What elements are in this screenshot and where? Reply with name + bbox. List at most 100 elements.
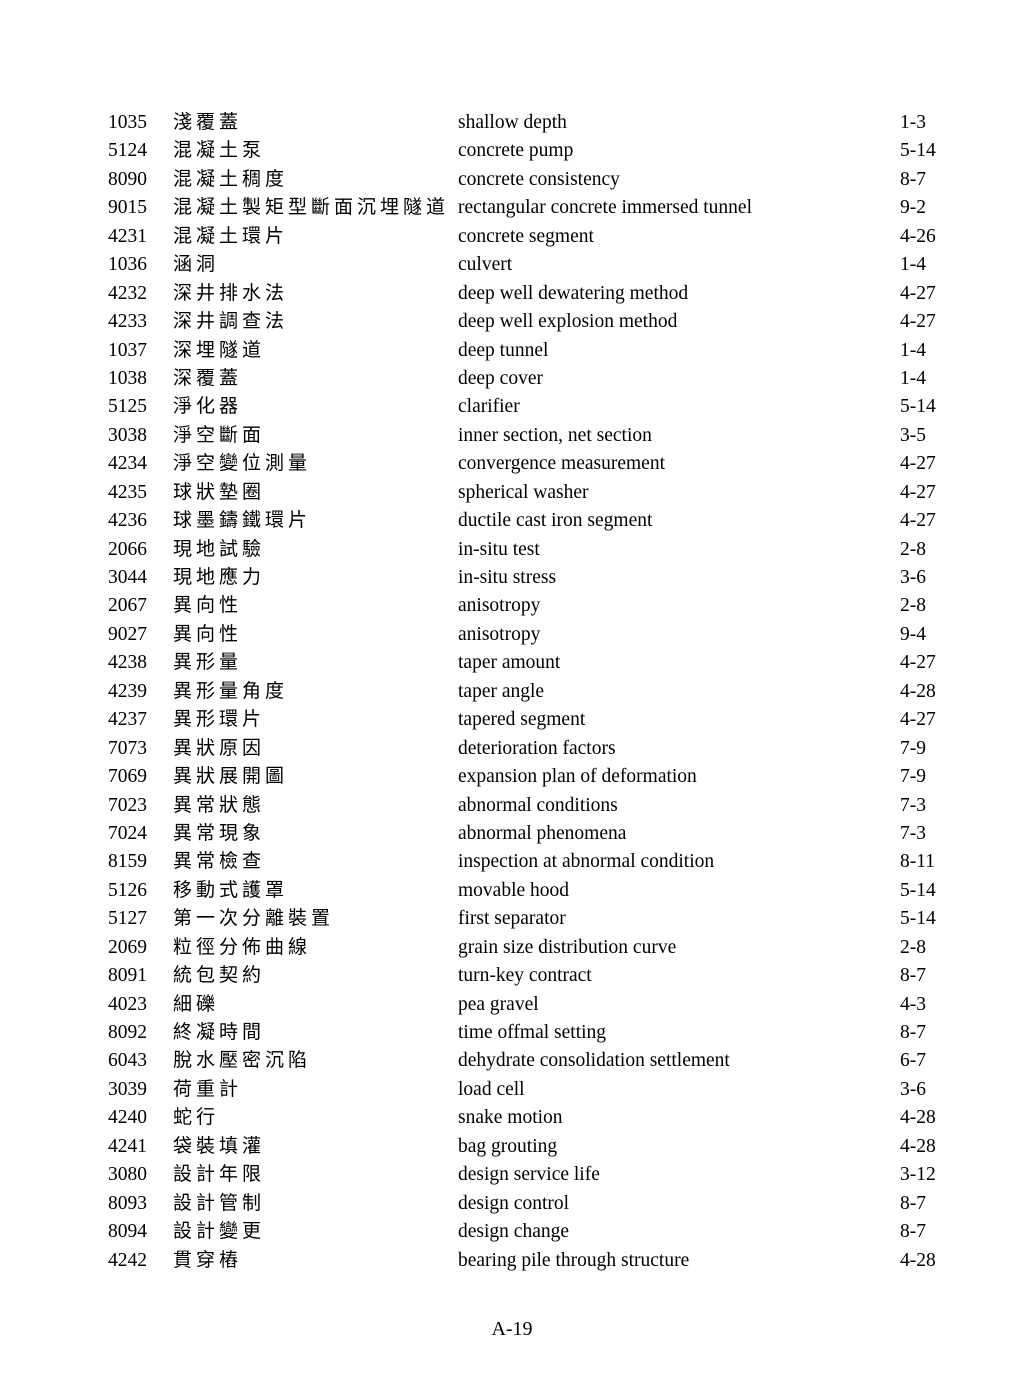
page-ref: 2-8 — [900, 936, 926, 958]
page-ref: 8-11 — [900, 851, 936, 873]
glossary-row: 4242 貫穿樁 bearing pile through structure … — [0, 1247, 1024, 1275]
glossary-row: 9015 混凝土製矩型斷面沉埋隧道 rectangular concrete i… — [0, 194, 1024, 222]
page-ref: 5-14 — [900, 879, 936, 901]
glossary-row: 7069 異狀展開圖 expansion plan of deformation… — [0, 763, 1024, 791]
term-chinese: 混凝土環片 — [173, 225, 289, 247]
term-english: grain size distribution curve — [458, 936, 677, 958]
page-ref: 4-27 — [900, 481, 936, 503]
term-code: 8090 — [108, 168, 147, 190]
term-chinese: 異常檢查 — [173, 851, 266, 873]
glossary-row: 5125 淨化器 clarifier 5-14 — [0, 393, 1024, 421]
glossary-table: 1035 淺覆蓋 shallow depth 1-3 5124 混凝土泵 con… — [0, 109, 1024, 1275]
page-ref: 3-12 — [900, 1164, 936, 1186]
term-chinese: 現地試驗 — [173, 538, 266, 560]
page-ref: 4-3 — [900, 993, 926, 1015]
term-code: 3080 — [108, 1164, 147, 1186]
page-ref: 8-7 — [900, 168, 926, 190]
term-english: anisotropy — [458, 623, 541, 645]
page-ref: 4-28 — [900, 1249, 936, 1271]
term-code: 1038 — [108, 367, 147, 389]
page-ref: 7-3 — [900, 794, 926, 816]
term-code: 3044 — [108, 567, 147, 588]
glossary-row: 3038 淨空斷面 inner section, net section 3-5 — [0, 422, 1024, 450]
term-english: deep well explosion method — [458, 311, 678, 333]
term-chinese: 現地應力 — [173, 567, 266, 588]
term-chinese: 異狀展開圖 — [173, 766, 289, 788]
term-chinese: 終凝時間 — [173, 1022, 266, 1043]
term-english: first separator — [458, 908, 566, 930]
term-chinese: 異狀原因 — [173, 737, 266, 759]
term-english: clarifier — [458, 396, 520, 418]
term-chinese: 第一次分離裝置 — [173, 908, 335, 930]
term-english: convergence measurement — [458, 453, 665, 475]
term-code: 8094 — [108, 1221, 147, 1243]
page-ref: 5-14 — [900, 908, 936, 930]
term-english: bag grouting — [458, 1135, 558, 1157]
page-ref: 5-14 — [900, 396, 936, 418]
term-code: 4232 — [108, 282, 147, 304]
term-english: inner section, net section — [458, 424, 652, 446]
term-chinese: 袋裝填灌 — [173, 1135, 266, 1157]
page-ref: 8-7 — [900, 1192, 926, 1214]
glossary-row: 7073 異狀原因 deterioration factors 7-9 — [0, 735, 1024, 763]
glossary-row: 1035 淺覆蓋 shallow depth 1-3 — [0, 109, 1024, 137]
glossary-row: 2067 異向性 anisotropy 2-8 — [0, 592, 1024, 620]
term-code: 8091 — [108, 965, 147, 987]
term-chinese: 混凝土稠度 — [173, 168, 289, 190]
page-ref: 1-4 — [900, 254, 926, 276]
page-ref: 1-4 — [900, 339, 926, 361]
term-english: movable hood — [458, 879, 570, 901]
page-ref: 8-7 — [900, 1221, 926, 1243]
term-code: 4023 — [108, 993, 147, 1015]
page-ref: 4-27 — [900, 453, 936, 475]
term-code: 8092 — [108, 1022, 147, 1043]
glossary-row: 4237 異形環片 tapered segment 4-27 — [0, 706, 1024, 734]
term-code: 2067 — [108, 595, 147, 617]
glossary-row: 3080 設計年限 design service life 3-12 — [0, 1161, 1024, 1189]
glossary-row: 8093 設計管制 design control 8-7 — [0, 1190, 1024, 1218]
term-code: 4231 — [108, 225, 147, 247]
term-chinese: 設計年限 — [173, 1164, 266, 1186]
term-english: design service life — [458, 1164, 600, 1186]
page-ref: 3-5 — [900, 424, 926, 446]
term-chinese: 荷重計 — [173, 1078, 243, 1100]
term-code: 2069 — [108, 936, 147, 958]
term-chinese: 深井排水法 — [173, 282, 289, 304]
term-chinese: 涵洞 — [173, 254, 220, 276]
term-english: abnormal conditions — [458, 794, 618, 816]
page-number: A-19 — [491, 1318, 533, 1340]
term-chinese: 淨化器 — [173, 396, 243, 418]
term-chinese: 淨空變位測量 — [173, 453, 312, 475]
term-english: turn-key contract — [458, 965, 592, 987]
term-chinese: 設計變更 — [173, 1221, 266, 1243]
term-chinese: 淨空斷面 — [173, 424, 266, 446]
term-chinese: 球墨鑄鐵環片 — [173, 510, 312, 532]
term-code: 7073 — [108, 737, 147, 759]
term-code: 5127 — [108, 908, 147, 930]
term-english: time offmal setting — [458, 1022, 607, 1043]
page-ref: 9-4 — [900, 623, 926, 645]
term-english: bearing pile through structure — [458, 1249, 690, 1271]
glossary-row: 2069 粒徑分佈曲線 grain size distribution curv… — [0, 934, 1024, 962]
term-chinese: 深覆蓋 — [173, 367, 243, 389]
term-english: deep tunnel — [458, 339, 549, 361]
term-english: design change — [458, 1221, 570, 1243]
term-chinese: 設計管制 — [173, 1192, 266, 1214]
page-ref: 4-27 — [900, 311, 936, 333]
term-code: 9027 — [108, 623, 147, 645]
glossary-row: 9027 異向性 anisotropy 9-4 — [0, 621, 1024, 649]
term-chinese: 異向性 — [173, 623, 243, 645]
term-code: 4234 — [108, 453, 147, 475]
term-english: dehydrate consolidation settlement — [458, 1050, 730, 1072]
term-english: taper amount — [458, 652, 561, 674]
page-ref: 8-7 — [900, 965, 926, 987]
glossary-row: 4023 細礫 pea gravel 4-3 — [0, 991, 1024, 1019]
page-ref: 8-7 — [900, 1022, 926, 1043]
glossary-row: 4231 混凝土環片 concrete segment 4-26 — [0, 223, 1024, 251]
term-code: 3038 — [108, 424, 147, 446]
term-english: snake motion — [458, 1107, 563, 1129]
page-ref: 4-28 — [900, 1107, 936, 1129]
term-chinese: 異形環片 — [173, 709, 266, 731]
glossary-row: 6043 脫水壓密沉陷 dehydrate consolidation sett… — [0, 1047, 1024, 1075]
